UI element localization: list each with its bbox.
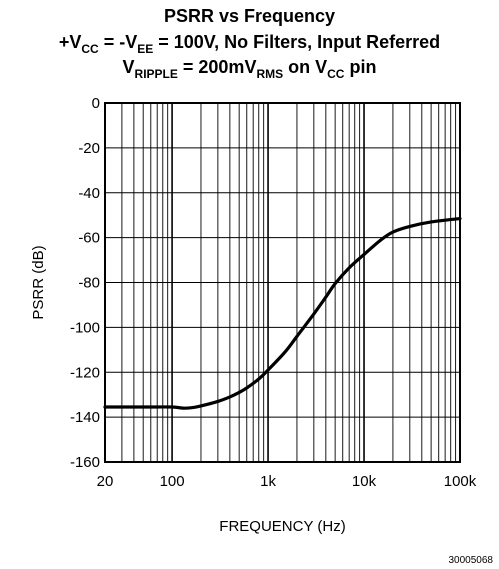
x-tick-label: 100k (444, 473, 477, 490)
y-tick-label: -20 (78, 140, 100, 157)
x-tick-label: 1k (260, 473, 276, 490)
x-axis-ticks: 20 100 1k 10k 100k (97, 473, 477, 490)
title-subscript: CC (81, 42, 99, 56)
title-subscript: RMS (256, 67, 283, 81)
title-line: +VCC = -VEE = 100V, No Filters, Input Re… (59, 32, 440, 56)
x-tick-label: 10k (352, 473, 377, 490)
series-layer (103, 216, 462, 410)
title-text: = 200mV (178, 57, 257, 77)
x-tick-label: 100 (160, 473, 185, 490)
title-text: on V (283, 57, 327, 77)
y-tick-label: 0 (92, 95, 100, 112)
x-tick-label: 20 (97, 473, 114, 490)
title-subscript: CC (327, 67, 345, 81)
title-text: PSRR vs Frequency (164, 6, 335, 26)
title-line: VRIPPLE = 200mVRMS on VCC pin (123, 57, 377, 81)
y-tick-label: -160 (70, 454, 100, 471)
y-axis-ticks: 0 -20 -40 -60 -80 -100 -120 -140 -160 (70, 95, 100, 471)
y-tick-label: -120 (70, 364, 100, 381)
y-tick-label: -60 (78, 230, 100, 247)
title-text: +V (59, 32, 82, 52)
x-axis-label: FREQUENCY (Hz) (219, 518, 345, 535)
y-tick-label: -80 (78, 275, 100, 292)
title-text: V (123, 57, 135, 77)
title-subscript: EE (137, 42, 153, 56)
title-text: = 100V, No Filters, Input Referred (153, 32, 440, 52)
title-subscript: RIPPLE (135, 67, 178, 81)
title-line: PSRR vs Frequency (164, 6, 335, 26)
plot-area-frame (104, 102, 461, 463)
y-tick-label: -140 (70, 409, 100, 426)
figure-id: 30005068 (449, 555, 494, 566)
title-text: pin (344, 57, 376, 77)
title-text: = -V (99, 32, 138, 52)
y-axis-label: PSRR (dB) (30, 245, 47, 319)
psrr-curve (103, 216, 462, 410)
chart-title: PSRR vs Frequency+VCC = -VEE = 100V, No … (59, 6, 440, 81)
y-tick-label: -40 (78, 185, 100, 202)
y-tick-label: -100 (70, 319, 100, 336)
